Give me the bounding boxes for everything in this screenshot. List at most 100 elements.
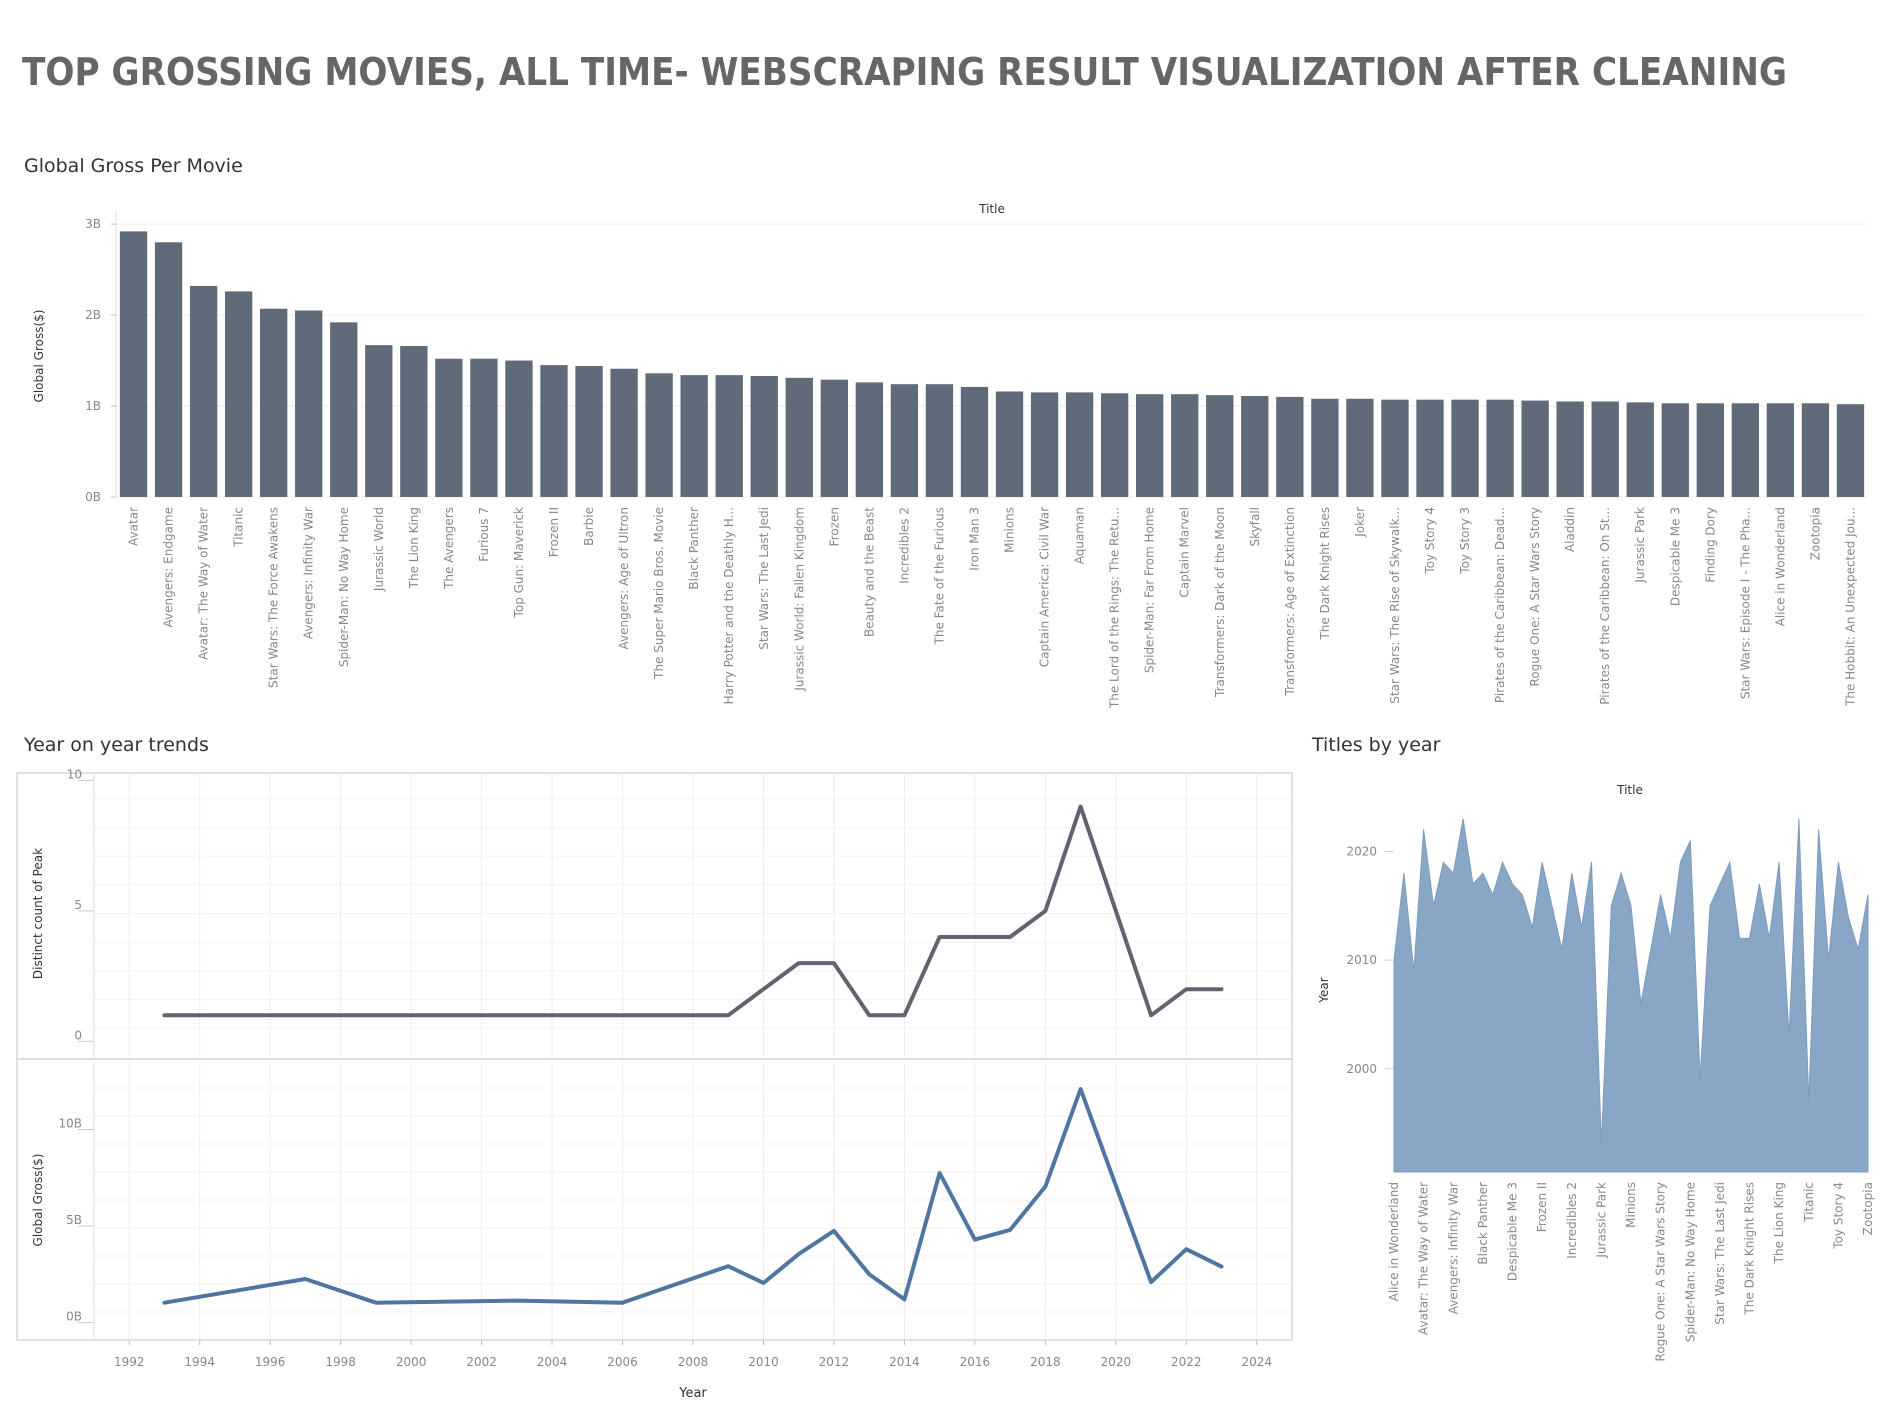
area-point	[1472, 883, 1474, 885]
bar-0	[119, 231, 148, 497]
peak-count-point	[868, 1014, 870, 1016]
bar-8	[400, 345, 428, 497]
area-x-tick-label: Spider-Man: No Way Home	[1683, 1182, 1697, 1342]
area-x-tick-label: Minions	[1624, 1182, 1638, 1228]
peak-count-line	[162, 804, 1224, 1018]
area-point	[1640, 1003, 1642, 1004]
bar-44	[1661, 403, 1689, 497]
bar-26	[1030, 392, 1059, 497]
bar-y-tick-label: 2B	[85, 308, 101, 322]
bar-x-tick-label: The Lord of the Rings: The Retu...	[1108, 507, 1122, 709]
area-x-tick-label: The Lion King	[1772, 1182, 1786, 1264]
area-point	[1630, 905, 1632, 907]
bar-y-tick-label: 3B	[85, 217, 101, 231]
trend-y-tick-label: 5	[74, 898, 82, 912]
peak-count-point	[1080, 806, 1082, 808]
area-header-label: Title	[1616, 783, 1643, 797]
gross-point	[1009, 1229, 1011, 1231]
area-point	[1768, 937, 1770, 939]
bar-x-tick-label: Captain America: Civil War	[1038, 507, 1052, 667]
bar-x-tick-label: Spider-Man: Far From Home	[1143, 507, 1157, 673]
bar-5	[295, 310, 323, 497]
bar-39	[1486, 399, 1514, 497]
area-x-tick-label: Avatar: The Way of Water	[1417, 1182, 1431, 1335]
bar-30	[1171, 394, 1199, 497]
peak-count-point	[1221, 988, 1223, 990]
peak-count-point	[1009, 936, 1011, 938]
bar-11	[505, 360, 533, 497]
bar-x-tick-label: Avatar	[127, 507, 141, 546]
area-point	[1857, 948, 1859, 950]
peak-count-point	[163, 1014, 165, 1016]
trend-y-tick-label: 10B	[58, 1117, 82, 1131]
bar-33	[1276, 396, 1304, 497]
bar-x-tick-label: Aladdin	[1563, 507, 1577, 552]
gross-point	[516, 1300, 518, 1302]
gross-point	[762, 1282, 764, 1284]
trend-x-tick-label: 1992	[114, 1355, 145, 1369]
bar-36	[1381, 399, 1409, 497]
gross-point	[727, 1265, 729, 1267]
bar-38	[1451, 399, 1479, 497]
bar-22	[890, 384, 919, 497]
bar-x-tick-label: Harry Potter and the Deathly H...	[722, 507, 736, 704]
area-point	[1561, 948, 1563, 950]
area-point	[1403, 872, 1405, 874]
trend-y-tick-label: 0	[74, 1028, 82, 1042]
area-point	[1600, 1144, 1602, 1146]
area-x-tick-label: Frozen II	[1535, 1182, 1549, 1232]
trend-x-tick-label: 2018	[1030, 1355, 1061, 1369]
bar-23	[925, 384, 954, 497]
bar-x-tick-label: Transformers: Dark of the Moon	[1213, 507, 1227, 698]
bar-9	[435, 358, 463, 497]
bar-x-tick-label: Zootopia	[1808, 507, 1822, 560]
bar-13	[575, 366, 603, 497]
bar-40	[1521, 400, 1549, 497]
bar-47	[1766, 403, 1795, 497]
area-point	[1482, 872, 1484, 874]
area-point	[1620, 872, 1622, 874]
area-point	[1847, 916, 1849, 918]
bar-x-tick-label: The Lion King	[407, 507, 421, 589]
bar-header-label: Title	[978, 202, 1005, 216]
bar-28	[1100, 393, 1129, 497]
peak-count-point	[798, 962, 800, 964]
trend-x-tick-label: 1998	[325, 1355, 356, 1369]
bar-x-tick-label: Avengers: Endgame	[162, 507, 176, 628]
bar-x-tick-label: Star Wars: Episode I - The Pha...	[1738, 507, 1752, 699]
bar-x-tick-label: Star Wars: The Force Awakens	[267, 507, 281, 688]
area-point	[1591, 861, 1592, 863]
bar-x-tick-label: Frozen II	[547, 507, 561, 557]
area-point	[1739, 937, 1741, 939]
bar-42	[1591, 401, 1619, 497]
area-point	[1581, 927, 1583, 928]
bar-49	[1836, 404, 1865, 497]
trend-x-tick-label: 2024	[1241, 1355, 1272, 1369]
gross-point	[974, 1239, 976, 1241]
bar-48	[1801, 403, 1830, 497]
titles-by-year-area	[1393, 818, 1869, 1173]
area-point	[1551, 905, 1553, 907]
area-x-tick-label: Jurassic Park	[1594, 1182, 1608, 1259]
trend-x-tick-label: 2010	[748, 1355, 779, 1369]
area-y-tick-label: 2000	[1346, 1062, 1377, 1076]
area-point	[1867, 894, 1869, 896]
trend-y-axis-label: Distinct count of Peak	[31, 848, 45, 979]
trend-x-tick-label: 2016	[960, 1355, 991, 1369]
bar-20	[820, 379, 848, 497]
area-point	[1670, 937, 1671, 939]
bar-x-tick-label: Joker	[1353, 507, 1367, 538]
area-point	[1462, 818, 1464, 820]
gross-point	[1221, 1266, 1223, 1268]
gross-point	[622, 1302, 624, 1304]
bar-10	[470, 358, 498, 497]
gross-point	[939, 1172, 941, 1174]
bar-2	[189, 285, 218, 497]
peak-count-point	[974, 936, 976, 938]
gross-point	[833, 1230, 835, 1232]
area-x-tick-label: Star Wars: The Last Jedi	[1713, 1182, 1727, 1325]
bar-x-tick-label: The Avengers	[442, 507, 456, 590]
gross-point	[1185, 1248, 1187, 1250]
